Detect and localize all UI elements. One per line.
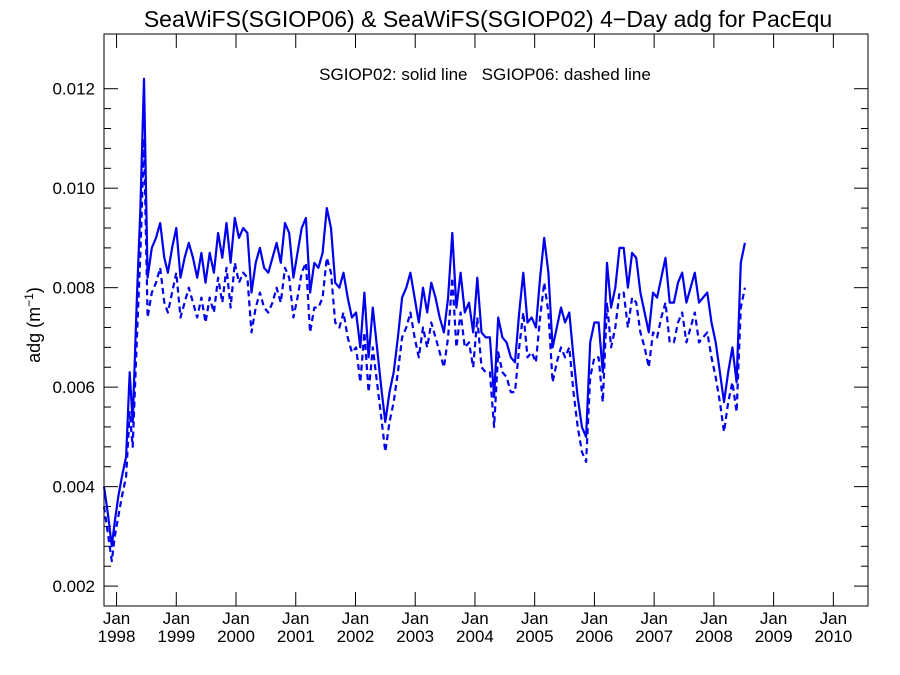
x-tick-year-8: 2006 xyxy=(576,627,614,646)
x-tick-year-12: 2010 xyxy=(814,627,852,646)
y-tick-label-3: 0.008 xyxy=(52,279,95,298)
x-tick-month-10: Jan xyxy=(700,609,727,628)
axes: 0.0020.0040.0060.0080.0100.012Jan1998Jan… xyxy=(52,34,868,646)
y-tick-label-5: 0.012 xyxy=(52,80,95,99)
x-tick-year-9: 2007 xyxy=(635,627,673,646)
y-axis-label: adg (m−1) xyxy=(22,287,44,363)
chart-title: SeaWiFS(SGIOP06) & SeaWiFS(SGIOP02) 4−Da… xyxy=(144,6,832,32)
x-tick-year-4: 2002 xyxy=(337,627,375,646)
y-axis-label-base: adg (m xyxy=(24,307,44,363)
series-line-solid xyxy=(102,77,746,548)
x-tick-year-2: 2000 xyxy=(217,627,255,646)
x-tick-month-11: Jan xyxy=(760,609,787,628)
x-tick-month-1: Jan xyxy=(163,609,190,628)
x-tick-year-7: 2005 xyxy=(516,627,554,646)
x-tick-year-11: 2009 xyxy=(755,627,793,646)
x-tick-month-2: Jan xyxy=(222,609,249,628)
y-tick-label-1: 0.004 xyxy=(52,478,95,497)
plot-frame xyxy=(103,33,869,607)
x-tick-year-1: 1999 xyxy=(157,627,195,646)
x-tick-year-6: 2004 xyxy=(456,627,494,646)
x-tick-month-5: Jan xyxy=(402,609,429,628)
y-axis-label-close: ) xyxy=(24,287,44,293)
x-tick-month-3: Jan xyxy=(282,609,309,628)
x-tick-month-6: Jan xyxy=(461,609,488,628)
y-tick-label-0: 0.002 xyxy=(52,577,95,596)
y-tick-label-4: 0.010 xyxy=(52,179,95,198)
x-tick-month-0: Jan xyxy=(103,609,130,628)
y-axis-label-exponent: −1 xyxy=(22,293,36,307)
x-tick-year-3: 2001 xyxy=(277,627,315,646)
x-tick-year-10: 2008 xyxy=(695,627,733,646)
y-tick-label-2: 0.006 xyxy=(52,378,95,397)
x-tick-month-9: Jan xyxy=(640,609,667,628)
series-line-dashed xyxy=(102,137,746,563)
x-tick-month-4: Jan xyxy=(342,609,369,628)
legend-annotation: SGIOP02: solid line SGIOP06: dashed line xyxy=(319,65,651,84)
x-tick-month-8: Jan xyxy=(581,609,608,628)
x-tick-month-12: Jan xyxy=(820,609,847,628)
x-tick-year-0: 1998 xyxy=(98,627,136,646)
x-tick-month-7: Jan xyxy=(521,609,548,628)
series-group xyxy=(102,77,746,563)
x-tick-year-5: 2003 xyxy=(396,627,434,646)
